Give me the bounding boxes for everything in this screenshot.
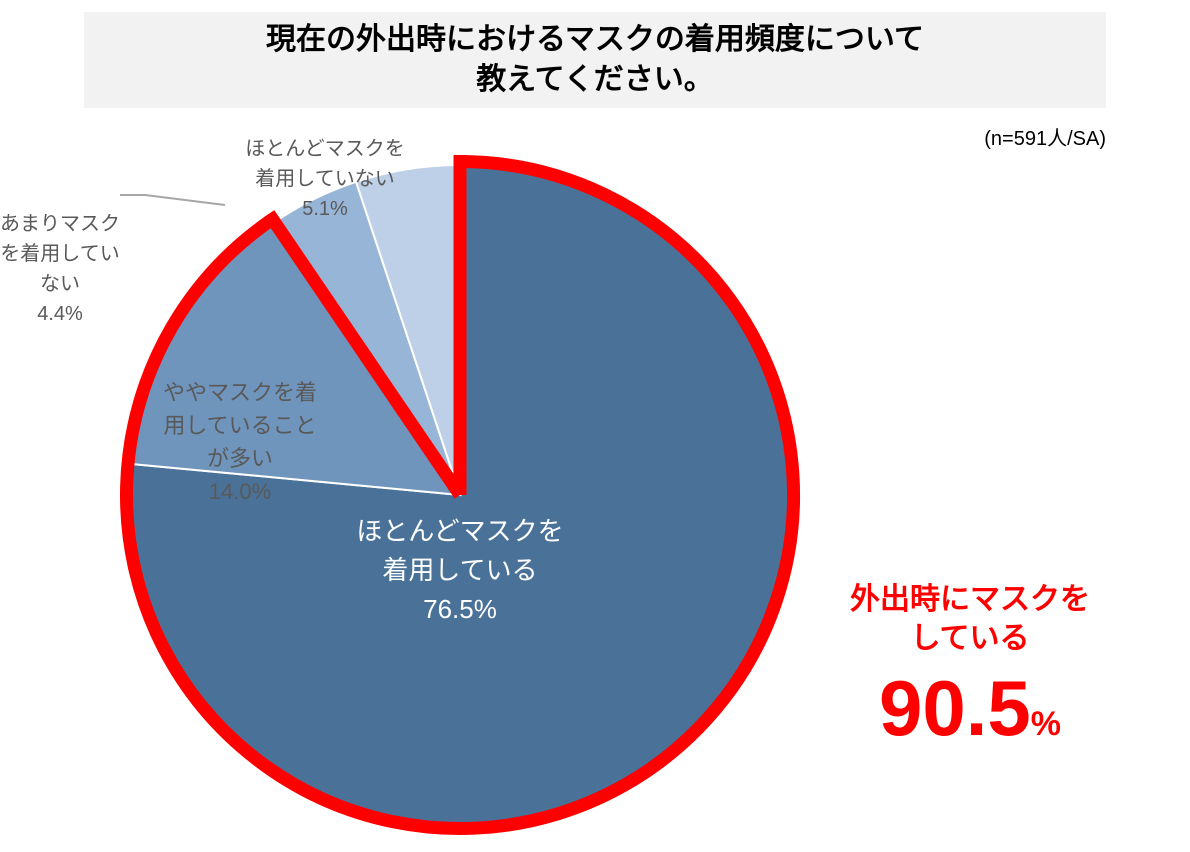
- slice-label-not_much_wearing: あまりマスクを着用していない4.4%: [0, 212, 120, 325]
- callout-percent-sign: %: [1031, 705, 1061, 743]
- leader-line-not_much_wearing: [120, 195, 225, 205]
- highlight-callout: 外出時にマスクを している 90.5%: [780, 580, 1160, 759]
- callout-big-number: 90.5: [879, 664, 1031, 752]
- callout-line2: している: [910, 622, 1029, 655]
- callout-line1: 外出時にマスクを: [850, 583, 1090, 616]
- callout-value: 90.5%: [780, 658, 1160, 759]
